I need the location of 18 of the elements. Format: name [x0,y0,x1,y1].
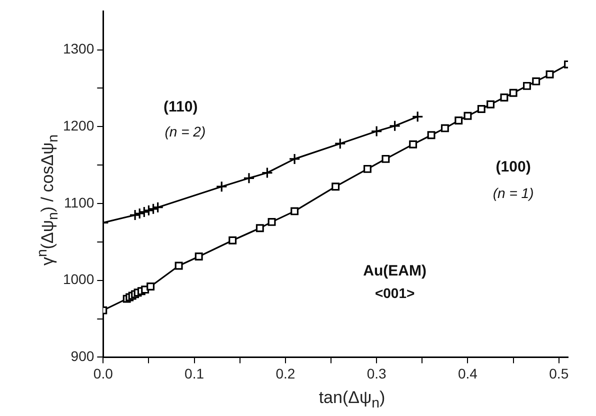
annotation: (100) [496,158,531,176]
x-tick-label: 0.3 [366,365,387,382]
annotation: (110) [164,98,198,116]
annotation: (n = 2) [164,124,206,140]
x-tick-label: 0.2 [276,365,296,382]
x-tick-label: 0.5 [549,365,569,382]
x-axis-title: tan(Δψ$_{n}$) [318,388,386,412]
y-tick-label: 1000 [62,271,94,288]
y-tick-label: 1100 [64,194,94,210]
x-tick-label: 0.1 [184,365,204,382]
x-tick-label: 0.4 [458,365,478,382]
annotation: (n = 1) [492,185,534,202]
y-tick-label: 900 [70,348,94,364]
annotation: <001> [374,285,415,302]
annotation: Au(EAM) [363,262,426,280]
x-tick-label: 0.0 [93,365,114,382]
y-tick-label: 1200 [62,118,94,134]
y-tick-label: 1300 [62,40,94,57]
